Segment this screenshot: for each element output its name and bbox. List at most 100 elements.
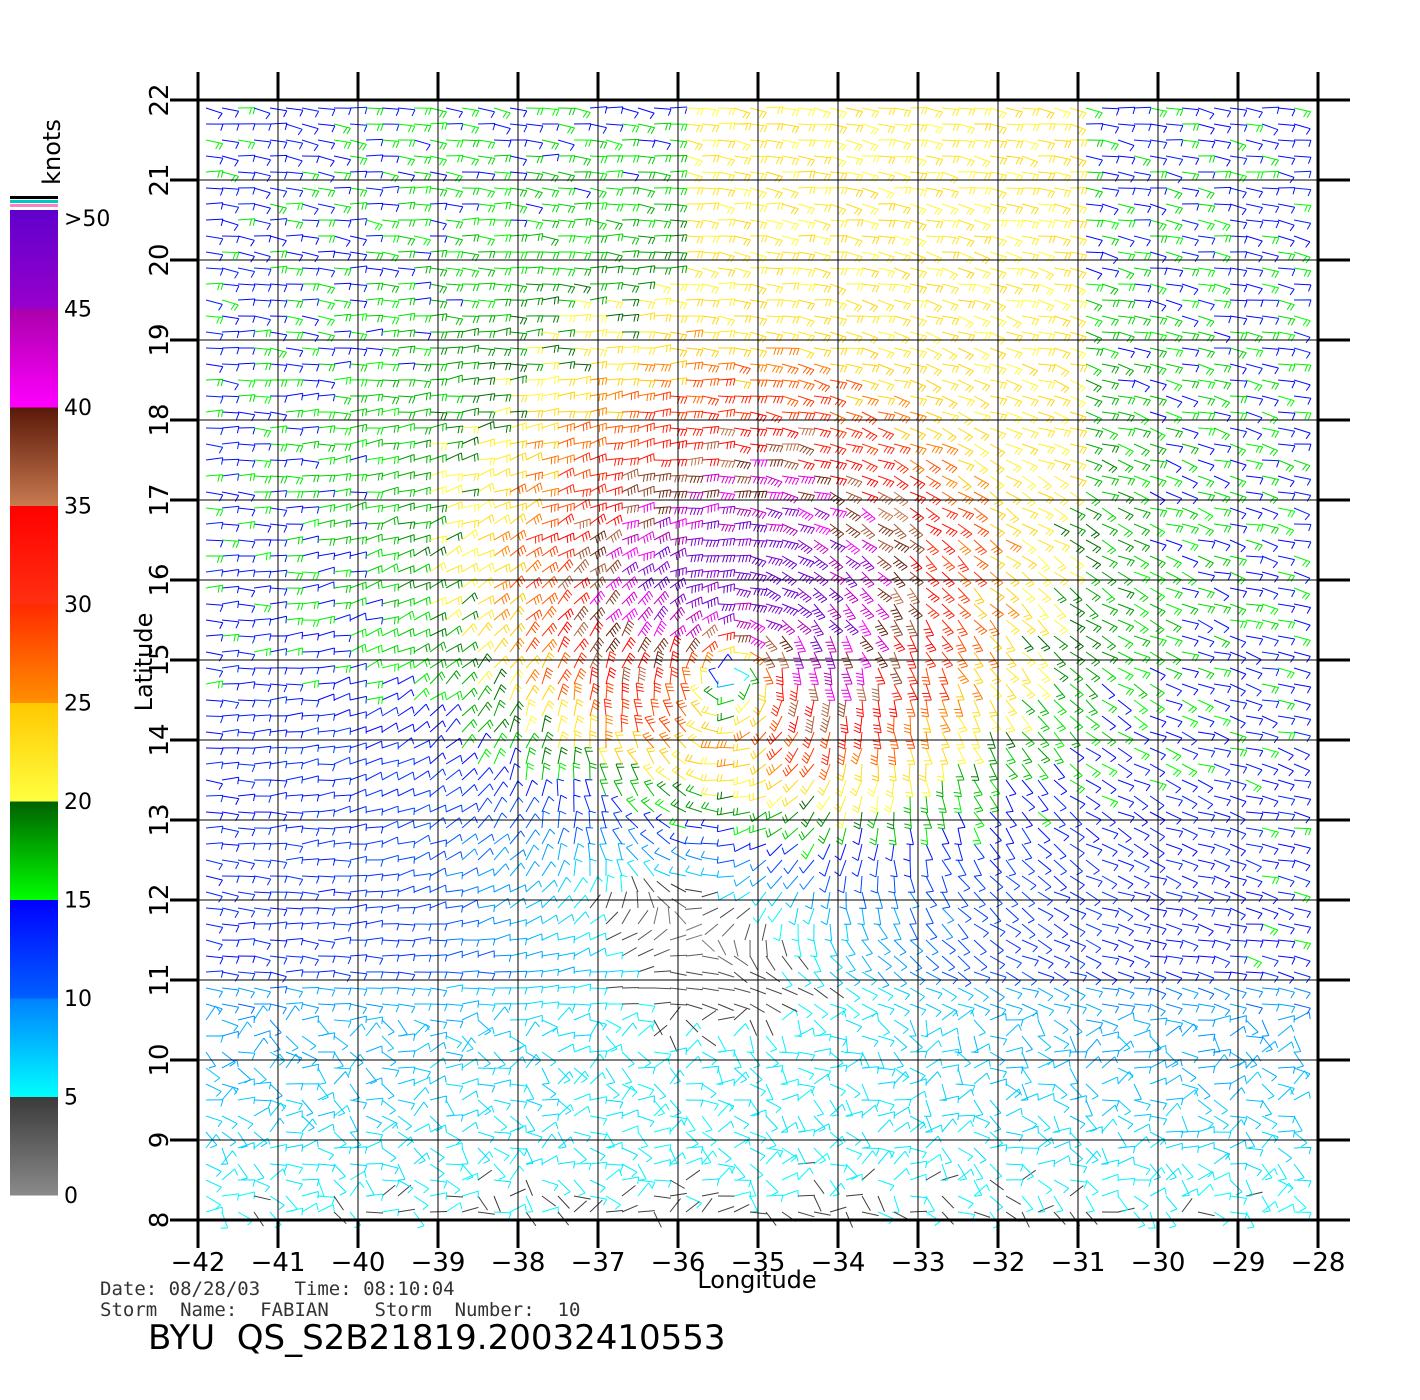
- wind-barb-group: [637, 531, 655, 544]
- wind-barb-group: [493, 545, 951, 733]
- wind-barb-group: [365, 796, 986, 894]
- wind-barb-group: [630, 491, 1135, 781]
- wind-barb-group: [413, 534, 1099, 816]
- wind-barb-group: [765, 443, 784, 453]
- wind-barb-group: [397, 938, 496, 997]
- wind-barb-group: [787, 683, 880, 733]
- wind-barb-group: [605, 546, 623, 560]
- wind-barb-group: [842, 603, 856, 621]
- wind-barb-group: [205, 106, 1280, 969]
- wind-barb-group: [333, 883, 1263, 1225]
- wind-barb-group: [891, 571, 906, 589]
- wind-barb-group: [685, 519, 704, 530]
- wind-barb-group: [333, 939, 1120, 1108]
- y-axis-label: Latitude: [130, 613, 158, 712]
- wind-barb-group: [541, 714, 552, 733]
- wind-barb-group: [653, 516, 735, 625]
- wind-barb-group: [573, 331, 1056, 733]
- wind-barb-group: [493, 1030, 1262, 1130]
- x-axis-label: Longitude: [697, 1266, 816, 1294]
- wind-barb-group: [704, 923, 719, 936]
- wind-barb-group: [938, 507, 975, 685]
- wind-barb-group: [797, 619, 812, 635]
- wind-barb-group: [804, 523, 924, 734]
- wind-barb-group: [237, 844, 1296, 1084]
- wind-barb-group: [829, 491, 845, 506]
- wind-barb-group: [205, 744, 1311, 969]
- wind-barb-group: [253, 155, 1311, 665]
- lon-tick-label: −38: [491, 1248, 546, 1278]
- wind-barb-group: [205, 107, 1296, 951]
- wind-barb-group: [860, 523, 876, 540]
- wind-barb-group: [909, 555, 937, 653]
- wind-barb-group: [477, 331, 640, 402]
- colorbar-band-15-20: [10, 801, 58, 900]
- wind-barb-group: [659, 539, 1003, 749]
- wind-barb-group: [509, 483, 527, 495]
- wind-barb-group: [783, 731, 799, 747]
- wind-barb-group: [685, 971, 703, 976]
- wind-barb-group: [658, 379, 704, 733]
- wind-barb-group: [445, 545, 495, 559]
- wind-barb-group: [621, 468, 639, 481]
- wind-barb-group: [525, 362, 863, 765]
- wind-barb-group: [237, 923, 1264, 1157]
- wind-barb-group: [733, 443, 940, 685]
- lat-tick-label: 21: [145, 163, 175, 196]
- wind-barb-group: [637, 590, 654, 606]
- wind-barb-group: [733, 490, 752, 499]
- wind-barb-group: [301, 858, 1292, 1163]
- wind-barb-group: [701, 939, 715, 952]
- wind-barb-group: [653, 395, 832, 418]
- wind-barb-group: [765, 155, 1087, 344]
- wind-barb-group: [620, 874, 799, 1203]
- colorbar-label: 0: [64, 1184, 78, 1209]
- wind-barb-group: [445, 817, 703, 845]
- wind-barb-group: [525, 392, 1000, 637]
- wind-barb-group: [621, 411, 863, 434]
- wind-barb-group: [749, 859, 923, 972]
- wind-barb-group: [573, 621, 589, 637]
- wind-barb-group: [541, 576, 558, 589]
- wind-barb-group: [685, 107, 1087, 814]
- wind-barb-group: [205, 863, 1264, 1057]
- wind-barb-group: [845, 491, 863, 505]
- wind-barb-group: [909, 411, 1004, 588]
- wind-barb-group: [621, 908, 735, 978]
- wind-barb-group: [205, 699, 1119, 986]
- wind-barb-group: [285, 971, 1296, 1138]
- wind-barb-group: [205, 667, 1262, 980]
- wind-barb-group: [700, 107, 1087, 814]
- wind-barb-group: [493, 235, 1072, 782]
- wind-barb-group: [906, 587, 921, 605]
- wind-barb-group: [333, 139, 1216, 813]
- wind-barb-group: [221, 107, 1312, 950]
- wind-barb-group: [925, 395, 944, 406]
- wind-barb-group: [461, 107, 1040, 781]
- wind-barb-group: [589, 203, 1056, 717]
- wind-barb-group: [873, 907, 1104, 1030]
- wind-barb-group: [509, 139, 1040, 733]
- wind-barb-group: [445, 875, 939, 956]
- wind-barb-group: [653, 638, 669, 653]
- wind-barb-group: [797, 443, 903, 637]
- wind-barb-group: [892, 555, 908, 571]
- wind-barb-group: [816, 795, 831, 811]
- wind-barb-group: [429, 299, 1133, 797]
- wind-barb-group: [509, 363, 895, 765]
- wind-barb-group: [557, 107, 1056, 717]
- wind-barb-group: [365, 393, 1183, 680]
- wind-barb-group: [813, 459, 879, 488]
- wind-barb-group: [333, 811, 1102, 982]
- wind-barb-group: [461, 876, 1054, 1218]
- wind-barb-group: [397, 834, 1022, 985]
- wind-barb-group: [477, 344, 1034, 669]
- wind-barb-group: [685, 475, 893, 603]
- wind-barb-group: [627, 827, 639, 845]
- wind-barb-group: [782, 443, 904, 605]
- wind-barb-group: [686, 923, 703, 931]
- wind-barb-group: [413, 851, 431, 861]
- wind-barb-group: [525, 437, 895, 544]
- wind-barb-group: [301, 154, 1231, 567]
- wind-barb-group: [253, 1002, 1247, 1085]
